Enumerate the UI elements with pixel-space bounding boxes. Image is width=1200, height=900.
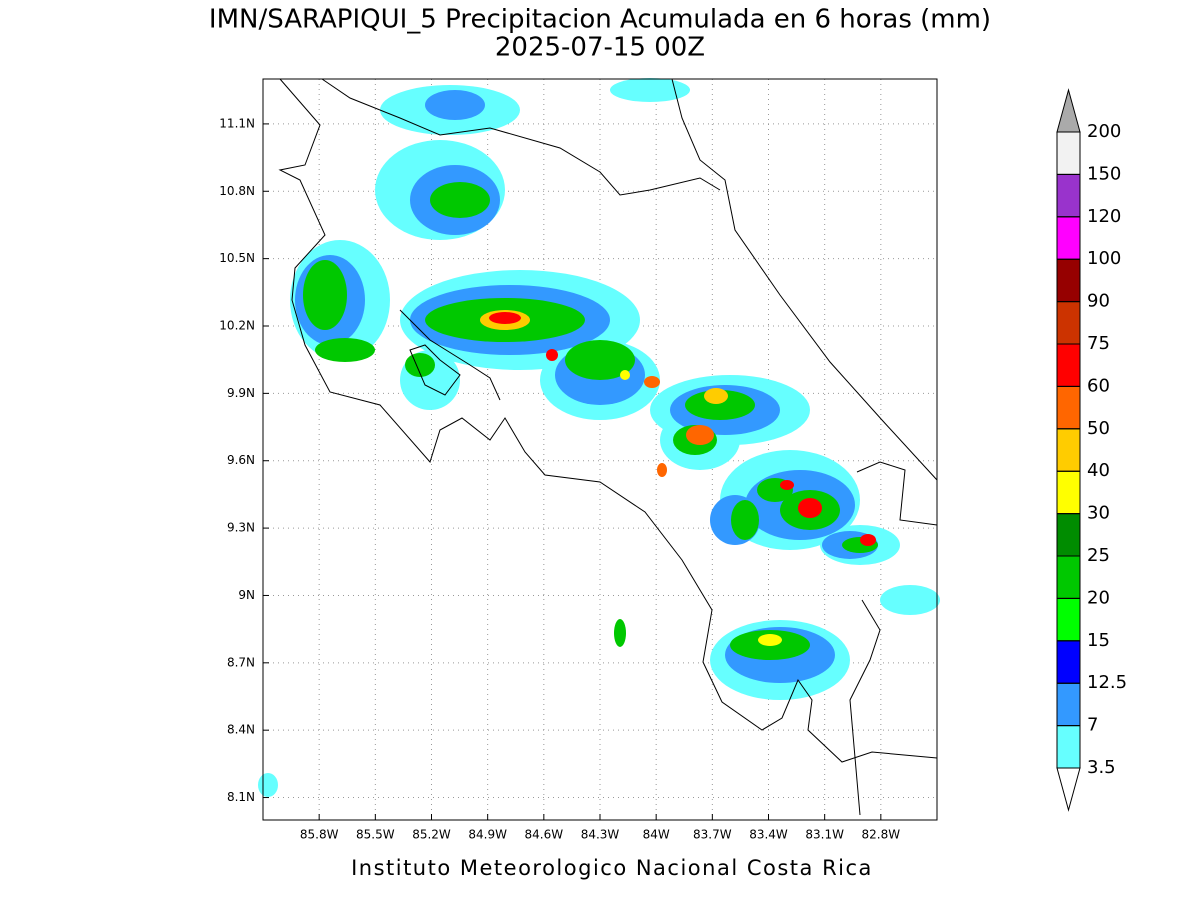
x-tick-label: 85.5W [356,828,395,842]
colorbar-label: 25 [1087,545,1110,566]
x-tick-label: 84.6W [525,828,564,842]
y-tick-label: 10.5N [219,251,255,265]
y-tick-label: 9.6N [227,453,255,467]
colorbar-label: 100 [1087,248,1121,269]
colorbar-box [1056,682,1081,727]
rain-cyan [258,78,940,797]
colorbar-box [1056,640,1081,684]
y-tick-label: 10.8N [219,184,255,198]
coastlines [278,78,938,816]
grid [263,79,937,820]
colorbar-label: 50 [1087,418,1110,439]
colorbar-label: 120 [1087,206,1121,227]
x-tick-label: 85.8W [300,828,339,842]
colorbar-box [1056,216,1081,260]
footer: Instituto Meteorologico Nacional Costa R… [351,856,873,880]
y-tick-label: 8.1N [227,790,255,804]
colorbar-label: 7 [1087,715,1098,736]
x-tick-label: 84.3W [581,828,620,842]
x-tick-label: 84.9W [468,828,507,842]
colorbar-label: 150 [1087,163,1121,184]
x-tick-label: 83.1W [805,828,844,842]
colorbar-label: 20 [1087,587,1110,608]
colorbar-box [1056,597,1081,642]
y-tick-label: 9.3N [227,521,255,535]
colorbar-box [1056,258,1081,303]
x-tick-label: 85.2W [412,828,451,842]
colorbar-label: 90 [1087,291,1110,312]
x-tick-label: 83.7W [693,828,732,842]
colorbar-label: 12.5 [1087,672,1127,693]
ticks: 85.8W 85.5W 85.2W 84.9W 84.6W 84.3W 84W 83.7W 83… [219,116,900,841]
colorbar-box [1056,555,1081,599]
rain-heavy [480,310,876,646]
colorbar-label: 40 [1087,460,1110,481]
colorbar-box [1056,513,1081,557]
colorbar-box [1056,725,1081,769]
colorbar-label: 75 [1087,333,1110,354]
map-area: 85.8W 85.5W 85.2W 84.9W 84.6W 84.3W 84W 83.7W 83… [219,78,940,842]
colorbar-label: 3.5 [1087,757,1116,778]
colorbar: 3.5 7 12.5 15 20 25 30 40 50 60 75 90 100 120 150 200 [1056,88,1127,812]
y-tick-label: 11.1N [219,116,255,130]
y-tick-label: 9N [238,588,255,602]
colorbar-box [1056,301,1081,345]
y-tick-label: 10.2N [219,319,255,333]
colorbar-under [1056,767,1081,812]
colorbar-label: 60 [1087,375,1110,396]
precipitation [258,78,940,797]
y-tick-label: 9.9N [227,386,255,400]
colorbar-box [1056,173,1081,218]
x-tick-label: 84W [643,828,670,842]
y-tick-label: 8.7N [227,655,255,669]
colorbar-box [1056,428,1081,472]
colorbar-label: 200 [1087,121,1121,142]
y-tick-label: 8.4N [227,723,255,737]
colorbar-box [1056,385,1081,430]
x-tick-label: 83.4W [749,828,788,842]
colorbar-box [1056,131,1081,175]
x-tick-label: 82.8W [862,828,901,842]
colorbar-label: 30 [1087,503,1110,524]
title: IMN/SARAPIQUI_5 Precipitacion Acumulada … [209,5,991,35]
colorbar-box [1056,343,1081,387]
colorbar-label: 15 [1087,630,1110,651]
subtitle: 2025-07-15 00Z [495,33,705,63]
colorbar-over [1056,88,1081,133]
colorbar-box [1056,470,1081,515]
